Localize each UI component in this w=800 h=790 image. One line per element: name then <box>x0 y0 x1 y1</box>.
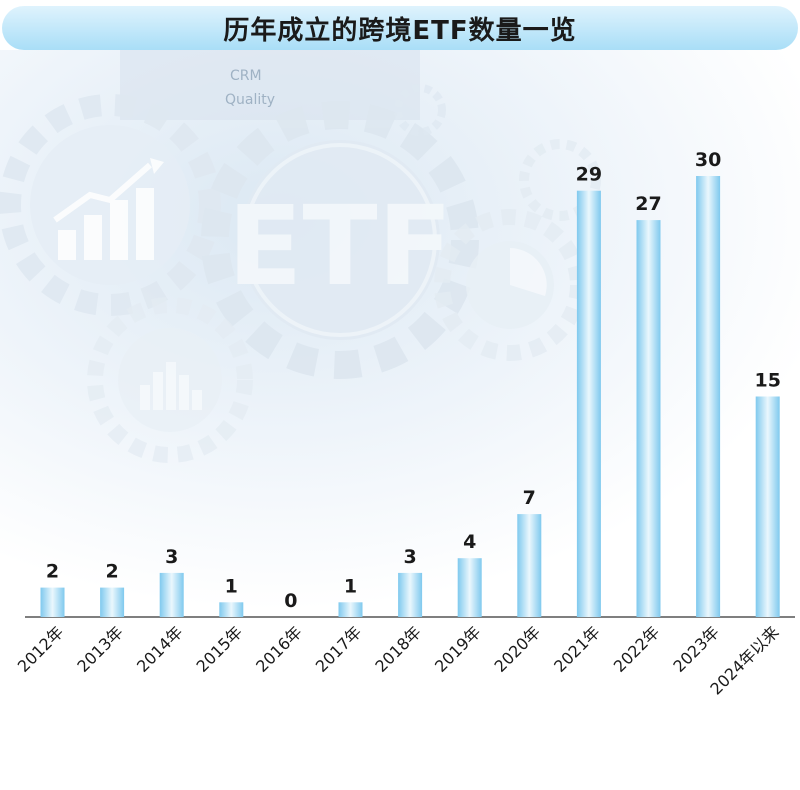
bar-3 <box>219 602 244 617</box>
bg-word-crm: CRM <box>230 68 262 84</box>
bar-9 <box>576 190 601 617</box>
x-tick-label-4: 2016年 <box>252 622 306 676</box>
bg-word-quality: Quality <box>225 92 275 108</box>
data-label-5: 1 <box>344 575 357 597</box>
x-tick-label-0: 2012年 <box>14 622 68 676</box>
data-label-3: 1 <box>225 575 238 597</box>
title-bar: 历年成立的跨境ETF数量一览 <box>0 6 800 50</box>
data-label-4: 0 <box>284 590 297 612</box>
x-tick-label-5: 2017年 <box>312 622 366 676</box>
bar-10 <box>636 220 661 617</box>
x-tick-label-2: 2014年 <box>133 622 187 676</box>
etf-gear-icon: ETF <box>201 101 479 379</box>
bar-7 <box>457 558 482 617</box>
bar-1 <box>100 587 125 617</box>
x-tick-label-6: 2018年 <box>371 622 425 676</box>
x-tick-label-3: 2015年 <box>193 622 247 676</box>
data-label-2: 3 <box>165 546 178 568</box>
data-label-12: 15 <box>754 370 780 392</box>
data-label-11: 30 <box>695 149 721 171</box>
data-label-8: 7 <box>523 487 536 509</box>
data-label-9: 29 <box>576 164 602 186</box>
x-tick-label-9: 2021年 <box>550 622 604 676</box>
bar-chart-icon <box>53 158 164 260</box>
gear-icon <box>0 94 221 316</box>
bar-12 <box>755 396 780 617</box>
bar-6 <box>398 572 423 617</box>
bar-2 <box>159 572 184 617</box>
x-tick-label-11: 2023年 <box>669 622 723 676</box>
histogram-icon <box>87 297 253 463</box>
data-label-7: 4 <box>463 531 476 553</box>
chart-title: 历年成立的跨境ETF数量一览 <box>223 15 577 46</box>
data-label-6: 3 <box>403 546 416 568</box>
x-tick-label-1: 2013年 <box>73 622 127 676</box>
data-label-0: 2 <box>46 561 59 583</box>
bar-11 <box>696 176 721 617</box>
bar-5 <box>338 602 363 617</box>
bars-group: 2 2012年 2 2013年 3 2014年 1 2015年 0 2016年 1 2017年 3 201… <box>14 149 783 699</box>
bar-8 <box>517 514 542 617</box>
x-tick-label-7: 2019年 <box>431 622 485 676</box>
x-tick-label-10: 2022年 <box>610 622 664 676</box>
data-label-1: 2 <box>105 561 118 583</box>
title-background <box>2 6 798 50</box>
etf-badge-text: ETF <box>227 182 452 310</box>
x-tick-label-8: 2020年 <box>491 622 545 676</box>
bar-0 <box>40 587 65 617</box>
data-label-10: 27 <box>635 193 661 215</box>
